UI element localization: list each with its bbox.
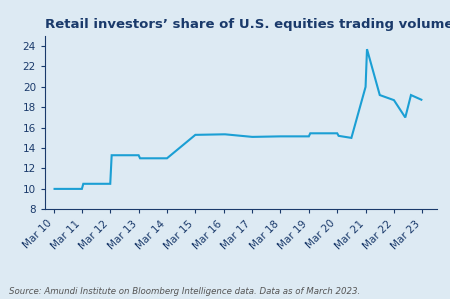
Text: Source: Amundi Institute on Bloomberg Intelligence data. Data as of March 2023.: Source: Amundi Institute on Bloomberg In… <box>9 287 360 296</box>
Text: Retail investors’ share of U.S. equities trading volume (%): Retail investors’ share of U.S. equities… <box>45 18 450 30</box>
